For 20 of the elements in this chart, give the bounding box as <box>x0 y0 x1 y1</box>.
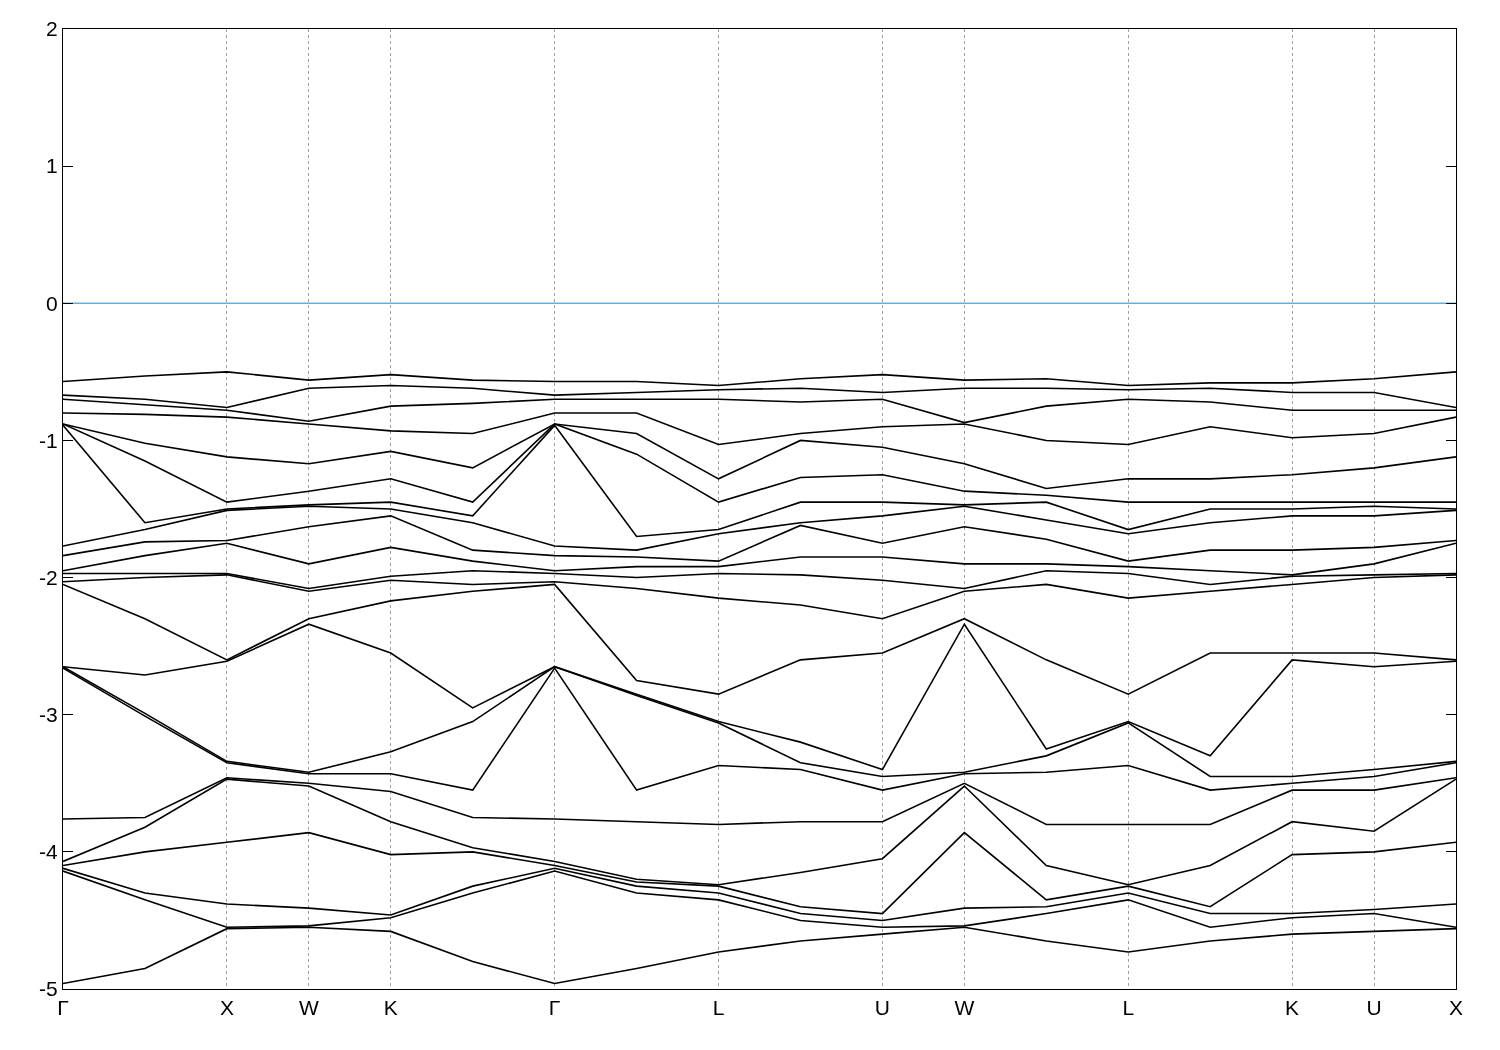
y-tick-label: -5 <box>39 977 58 1001</box>
x-tick-label: U <box>1366 996 1382 1020</box>
x-tick-label: L <box>712 996 725 1020</box>
y-tick-label: -1 <box>39 428 58 452</box>
x-tick-label: Γ <box>57 996 69 1020</box>
x-tick-label: U <box>874 996 890 1020</box>
x-tick-label: L <box>1122 996 1135 1020</box>
x-tick-label: K <box>383 996 398 1020</box>
x-tick-label: W <box>954 996 975 1020</box>
y-tick-label: -2 <box>39 565 58 589</box>
y-tick-label: 0 <box>46 291 58 315</box>
x-tick-label: X <box>1448 996 1464 1020</box>
y-tick-label: -4 <box>39 840 59 864</box>
x-tick-label: X <box>219 996 234 1020</box>
x-tick-label: Γ <box>548 996 561 1020</box>
y-tick-label: -3 <box>39 703 58 727</box>
y-tick-label: 1 <box>46 154 58 178</box>
y-tick-label: 2 <box>46 17 58 41</box>
x-tick-label: W <box>298 996 319 1020</box>
x-tick-label: K <box>1285 996 1300 1020</box>
